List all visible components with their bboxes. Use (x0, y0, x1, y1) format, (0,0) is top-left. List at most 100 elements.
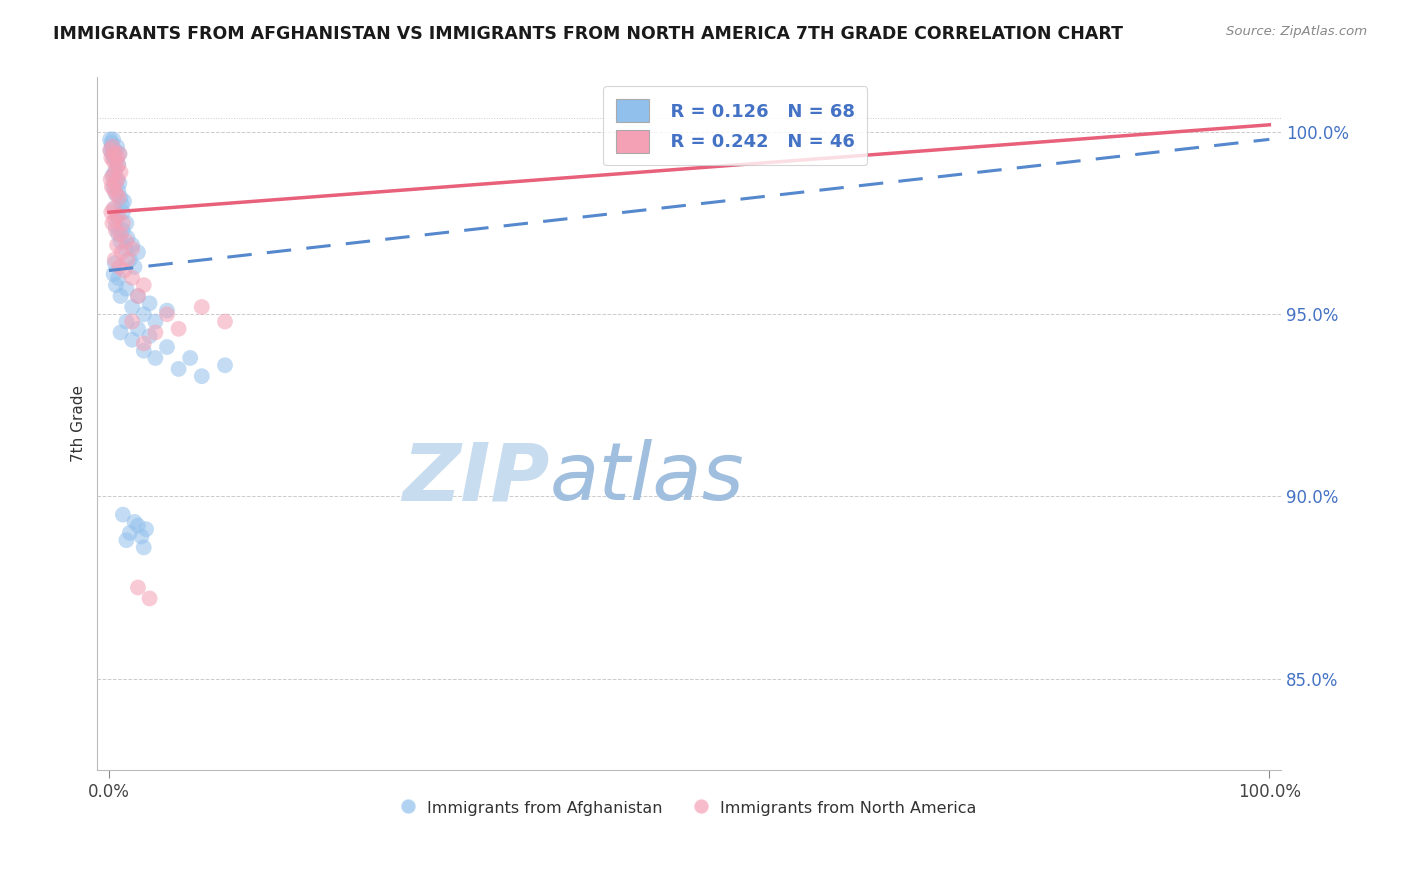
Point (104, 147, 127, 161)
Point (121, 270, 143, 285)
Point (104, 252, 127, 267)
Point (132, 307, 155, 321)
Point (118, 525, 141, 540)
Point (112, 194, 135, 209)
Point (105, 238, 128, 252)
Point (100, 144, 122, 158)
Point (108, 176, 131, 190)
Point (107, 270, 129, 285)
Point (101, 216, 124, 230)
Point (214, 358, 236, 372)
Point (115, 533, 138, 548)
Point (138, 329, 160, 343)
Point (127, 289, 149, 303)
Point (111, 223, 134, 237)
Point (156, 340, 179, 354)
Point (105, 172, 128, 186)
Point (132, 336, 155, 351)
Point (103, 151, 125, 165)
Point (111, 245, 134, 260)
Point (104, 223, 127, 237)
Point (114, 242, 136, 256)
Point (104, 187, 127, 202)
Point (108, 147, 131, 161)
Point (138, 591, 160, 606)
Point (115, 235, 138, 249)
Text: Source: ZipAtlas.com: Source: ZipAtlas.com (1226, 25, 1367, 38)
Point (104, 176, 127, 190)
Point (101, 147, 124, 161)
Point (111, 205, 134, 219)
Point (156, 303, 179, 318)
Point (103, 183, 125, 197)
Point (100, 136, 122, 150)
Point (191, 300, 214, 314)
Point (145, 351, 167, 365)
Point (132, 278, 155, 293)
Point (115, 216, 138, 230)
Point (127, 518, 149, 533)
Point (111, 508, 134, 522)
Point (101, 169, 124, 183)
Point (107, 158, 129, 172)
Point (117, 252, 139, 267)
Point (105, 139, 128, 153)
Text: atlas: atlas (550, 439, 745, 517)
Point (145, 314, 167, 328)
Point (101, 179, 124, 194)
Point (121, 300, 143, 314)
Point (103, 179, 125, 194)
Point (121, 242, 143, 256)
Point (104, 144, 127, 158)
Point (103, 267, 125, 281)
Point (145, 326, 167, 340)
Point (107, 183, 129, 197)
Point (104, 212, 127, 227)
Point (110, 227, 132, 241)
Point (127, 322, 149, 336)
Point (110, 191, 132, 205)
Point (127, 289, 149, 303)
Point (167, 322, 190, 336)
Point (101, 132, 124, 146)
Point (111, 216, 134, 230)
Point (121, 333, 143, 347)
Point (167, 362, 190, 376)
Point (100, 151, 122, 165)
Point (110, 235, 132, 249)
Point (138, 296, 160, 310)
Point (107, 227, 129, 241)
Point (131, 529, 153, 543)
Point (115, 314, 138, 328)
Point (107, 172, 129, 186)
Point (101, 169, 124, 183)
Y-axis label: 7th Grade: 7th Grade (72, 385, 86, 462)
Point (100, 172, 122, 186)
Point (107, 158, 129, 172)
Point (105, 151, 128, 165)
Point (101, 139, 124, 153)
Text: IMMIGRANTS FROM AFGHANISTAN VS IMMIGRANTS FROM NORTH AMERICA 7TH GRADE CORRELATI: IMMIGRANTS FROM AFGHANISTAN VS IMMIGRANT… (53, 25, 1123, 43)
Point (104, 154, 127, 169)
Point (117, 231, 139, 245)
Point (132, 343, 155, 358)
Point (108, 191, 131, 205)
Point (108, 147, 131, 161)
Point (104, 165, 127, 179)
Text: ZIP: ZIP (402, 439, 550, 517)
Point (115, 282, 138, 296)
Legend: Immigrants from Afghanistan, Immigrants from North America: Immigrants from Afghanistan, Immigrants … (395, 792, 983, 824)
Point (105, 209, 128, 223)
Point (110, 165, 132, 179)
Point (104, 161, 127, 176)
Point (191, 369, 214, 384)
Point (118, 252, 141, 267)
Point (111, 198, 134, 212)
Point (98, 144, 121, 158)
Point (104, 219, 127, 234)
Point (101, 139, 124, 153)
Point (112, 263, 135, 277)
Point (132, 541, 155, 555)
Point (127, 581, 149, 595)
Point (104, 202, 127, 216)
